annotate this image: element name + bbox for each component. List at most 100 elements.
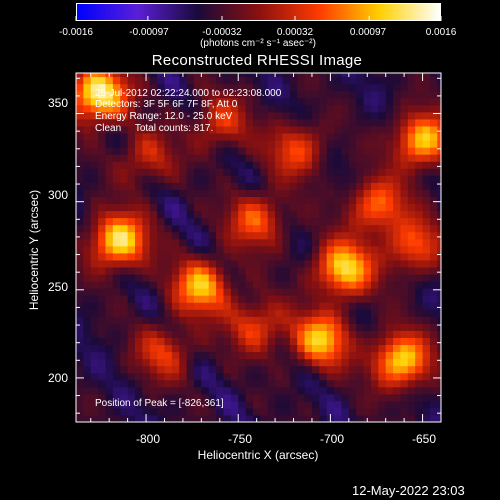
heatmap-cell	[179, 210, 188, 219]
heatmap-cell	[356, 118, 365, 127]
heatmap-cell	[400, 302, 409, 310]
heatmap-cell	[171, 407, 180, 416]
heatmap-cell	[201, 147, 210, 155]
heatmap-cell	[208, 161, 217, 169]
heatmap-cell	[385, 139, 394, 148]
heatmap-cell	[363, 288, 372, 296]
heatmap-cell	[378, 217, 387, 226]
heatmap-cell	[193, 203, 202, 212]
heatmap-cell	[223, 386, 232, 395]
heatmap-cell	[193, 132, 202, 141]
heatmap-cell	[164, 351, 173, 360]
heatmap-cell	[304, 379, 313, 388]
heatmap-cell	[311, 309, 320, 317]
heatmap-cell	[201, 344, 210, 353]
heatmap-cell	[238, 224, 247, 233]
heatmap-cell	[193, 266, 202, 275]
heatmap-cell	[157, 231, 166, 240]
heatmap-cell	[230, 330, 239, 338]
heatmap-cell	[378, 203, 387, 212]
heatmap-cell	[223, 259, 232, 268]
heatmap-cell	[356, 337, 365, 346]
heatmap-cell	[422, 196, 431, 205]
heatmap-cell	[76, 111, 84, 120]
heatmap-cell	[415, 139, 424, 148]
heatmap-cell	[252, 238, 261, 247]
heatmap-cell	[193, 372, 202, 381]
heatmap-cell	[260, 196, 269, 205]
heatmap-cell	[127, 252, 136, 261]
heatmap-cell	[164, 379, 173, 388]
chart-title: Reconstructed RHESSI Image	[151, 52, 363, 69]
heatmap-cell	[334, 330, 343, 338]
heatmap-cell	[142, 168, 151, 176]
heatmap-cell	[267, 323, 276, 331]
heatmap-cell	[334, 316, 343, 324]
heatmap-cell	[356, 330, 365, 338]
heatmap-cell	[245, 97, 254, 106]
heatmap-cell	[356, 111, 365, 120]
heatmap-cell	[149, 182, 158, 190]
heatmap-cell	[105, 358, 114, 367]
heatmap-cell	[171, 309, 180, 317]
heatmap-cell	[171, 118, 180, 127]
heatmap-cell	[90, 288, 99, 296]
heatmap-cell	[164, 147, 173, 155]
heatmap-cell	[76, 168, 84, 176]
heatmap-cell	[127, 118, 136, 127]
heatmap-cell	[370, 118, 379, 127]
heatmap-cell	[252, 252, 261, 261]
heatmap-cell	[230, 288, 239, 296]
heatmap-cell	[120, 351, 129, 360]
heatmap-cell	[127, 147, 136, 155]
heatmap-cell	[245, 118, 254, 127]
heatmap-cell	[208, 407, 217, 416]
heatmap-cell	[208, 309, 217, 317]
heatmap-cell	[363, 104, 372, 113]
heatmap-cell	[171, 344, 180, 353]
heatmap-cell	[356, 83, 365, 92]
heatmap-cell	[98, 97, 107, 106]
heatmap-cell	[171, 266, 180, 275]
heatmap-cell	[142, 252, 151, 261]
heatmap-cell	[429, 344, 438, 353]
heatmap-cell	[83, 323, 92, 331]
heatmap-cell	[260, 344, 269, 353]
heatmap-cell	[304, 73, 313, 78]
heatmap-cell	[311, 245, 320, 254]
heatmap-cell	[230, 302, 239, 310]
heatmap-cell	[238, 182, 247, 190]
heatmap-cell	[208, 168, 217, 176]
heatmap-cell	[415, 295, 424, 303]
heatmap-cell	[112, 337, 121, 346]
heatmap-cell	[238, 288, 247, 296]
heatmap-cell	[363, 316, 372, 324]
heatmap-cell	[341, 273, 350, 282]
heatmap-cell	[304, 97, 313, 106]
heatmap-cell	[164, 407, 173, 416]
heatmap-cell	[407, 372, 416, 381]
heatmap-cell	[311, 125, 320, 134]
heatmap-cell	[304, 139, 313, 148]
heatmap-cell	[297, 73, 306, 78]
heatmap-cell	[171, 316, 180, 324]
heatmap-cell	[179, 168, 188, 176]
heatmap-cell	[164, 104, 173, 113]
heatmap-cell	[341, 295, 350, 303]
heatmap-cell	[348, 97, 357, 106]
heatmap-cell	[112, 252, 121, 261]
heatmap-cell	[289, 139, 298, 148]
heatmap-cell	[267, 231, 276, 240]
heatmap-cell	[356, 97, 365, 106]
heatmap-cell	[157, 139, 166, 148]
heatmap-cell	[149, 316, 158, 324]
heatmap-cell	[348, 259, 357, 268]
heatmap-cell	[385, 196, 394, 205]
heatmap-cell	[179, 196, 188, 205]
heatmap-cell	[275, 231, 284, 240]
heatmap-cell	[378, 252, 387, 261]
heatmap-cell	[157, 217, 166, 226]
heatmap-cell	[289, 309, 298, 317]
heatmap-cell	[341, 132, 350, 141]
heatmap-cell	[120, 414, 129, 422]
